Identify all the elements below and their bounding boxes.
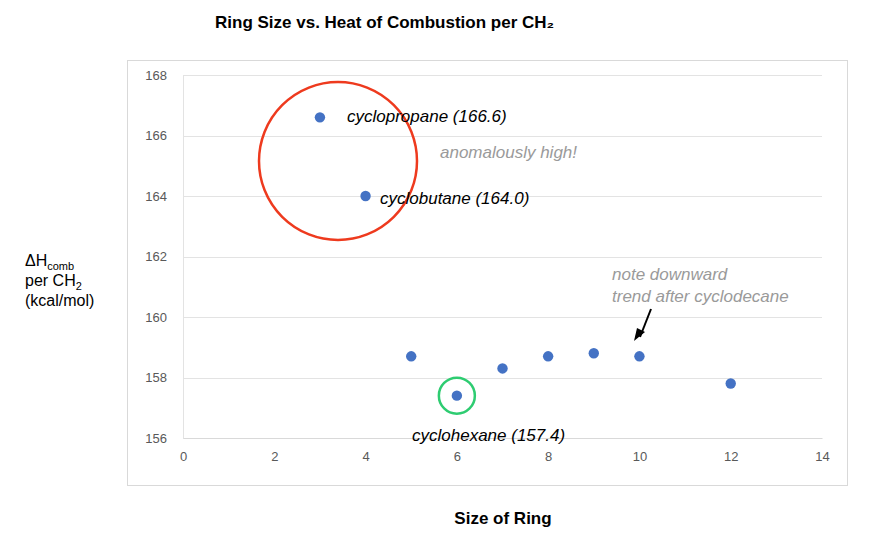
points: [315, 112, 736, 401]
arrow-head: [634, 328, 645, 341]
point: [543, 351, 553, 361]
y-tick: 168: [145, 68, 183, 83]
y-tick: 160: [145, 310, 183, 325]
x-tick: 10: [633, 438, 647, 464]
annotation: cyclohexane (157.4): [412, 426, 565, 445]
y-axis-title-text: (kcal/mol): [25, 292, 94, 309]
grid-line: [183, 75, 822, 76]
y-axis: 156 158 160 162 164 166 168: [145, 68, 183, 446]
chart: 0 2 4 6 8 10 12 14 156 158 160 162 164 166 168 cyclopro…: [0, 0, 878, 550]
y-tick: 158: [145, 370, 183, 385]
y-tick-label: 156: [145, 431, 167, 446]
x-tick-label: 2: [271, 449, 278, 464]
y-axis-title: ΔHcomb: [25, 252, 74, 272]
highlight-circle: [439, 378, 475, 414]
chart-frame: [128, 61, 848, 486]
grid-line: [183, 136, 822, 137]
annotation: cyclopropane (166.6): [347, 107, 507, 126]
x-tick-label: 12: [724, 449, 738, 464]
y-tick-label: 168: [145, 68, 167, 83]
grid-line: [183, 257, 822, 258]
x-tick-label: 14: [815, 449, 829, 464]
x-tick: 2: [271, 438, 278, 464]
x-tick: 12: [724, 438, 738, 464]
y-tick: 164: [145, 189, 183, 204]
y-axis-title: per CH2: [25, 272, 82, 292]
y-tick: 162: [145, 249, 183, 264]
x-tick-label: 8: [545, 449, 552, 464]
grid-line: [183, 378, 822, 379]
point: [589, 348, 599, 358]
y-tick: 166: [145, 128, 183, 143]
x-tick: 4: [362, 438, 369, 464]
annotation: note downward: [612, 265, 728, 284]
point: [315, 112, 325, 122]
y-axis-title-subscript: 2: [76, 280, 82, 292]
grid: [183, 76, 822, 439]
x-axis-title: Size of Ring: [454, 509, 551, 528]
y-tick-label: 162: [145, 249, 167, 264]
grid-line: [183, 317, 822, 318]
y-axis-title: (kcal/mol): [25, 292, 94, 309]
annotation: cyclobutane (164.0): [380, 189, 529, 208]
y-axis-title-subscript: comb: [47, 260, 74, 272]
y-tick-label: 158: [145, 370, 167, 385]
y-tick: 156: [145, 431, 183, 446]
x-tick: 14: [815, 438, 829, 464]
point: [360, 191, 370, 201]
x-tick-label: 4: [362, 449, 369, 464]
y-tick-label: 164: [145, 189, 167, 204]
x-tick-label: 0: [180, 449, 187, 464]
x-tick-label: 10: [633, 449, 647, 464]
x-tick-label: 6: [454, 449, 461, 464]
title: Ring Size vs. Heat of Combustion per CH₂: [215, 13, 554, 32]
y-axis-title-text: per CH: [25, 272, 76, 289]
point: [634, 351, 644, 361]
y-axis-title-text: ΔH: [25, 252, 47, 269]
annotation: anomalously high!: [440, 143, 577, 162]
y-tick-label: 166: [145, 128, 167, 143]
highlight-circle: [259, 82, 417, 240]
point: [497, 363, 507, 373]
y-tick-label: 160: [145, 310, 167, 325]
point: [452, 390, 462, 400]
annotations: cyclopropane (166.6) cyclobutane (164.0) c…: [259, 82, 789, 445]
point: [726, 378, 736, 388]
point: [406, 351, 416, 361]
x-tick: 0: [180, 438, 187, 464]
annotation: trend after cyclodecane: [612, 287, 789, 306]
y-axis-line: [183, 76, 184, 439]
